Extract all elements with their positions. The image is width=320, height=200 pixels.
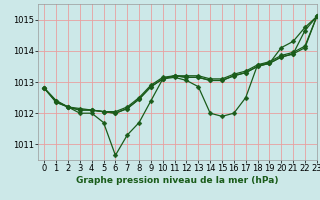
X-axis label: Graphe pression niveau de la mer (hPa): Graphe pression niveau de la mer (hPa) xyxy=(76,176,279,185)
